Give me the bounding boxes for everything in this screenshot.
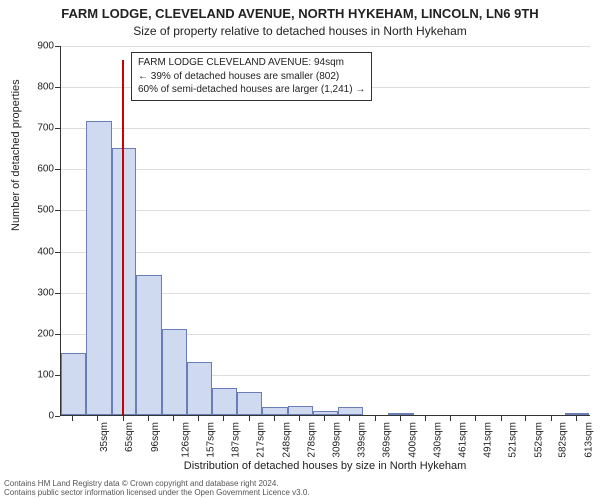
gridline — [61, 46, 590, 47]
plot-area: FARM LODGE CLEVELAND AVENUE: 94sqm ← 39%… — [60, 46, 590, 416]
gridline — [61, 169, 590, 170]
x-tick-label: 187sqm — [231, 422, 242, 458]
x-tick-mark — [198, 416, 199, 421]
x-tick-label: 157sqm — [206, 422, 217, 458]
histogram-bar — [187, 362, 212, 415]
x-tick-mark — [425, 416, 426, 421]
x-tick-mark — [576, 416, 577, 421]
y-tick-label: 600 — [37, 164, 54, 175]
x-tick-mark — [97, 416, 98, 421]
x-tick-label: 521sqm — [507, 422, 518, 458]
x-tick-mark — [525, 416, 526, 421]
x-tick-label: 217sqm — [256, 422, 267, 458]
chart-subtitle: Size of property relative to detached ho… — [0, 24, 600, 38]
x-tick-mark — [324, 416, 325, 421]
gridline — [61, 252, 590, 253]
property-marker-line — [122, 60, 124, 415]
gridline — [61, 128, 590, 129]
histogram-bar — [86, 121, 112, 415]
x-tick-mark — [501, 416, 502, 421]
x-tick-label: 96sqm — [150, 422, 161, 452]
histogram-bar — [61, 353, 86, 415]
histogram-bar — [162, 329, 187, 415]
histogram-bar — [388, 413, 414, 415]
annotation-line-1: FARM LODGE CLEVELAND AVENUE: 94sqm — [138, 56, 365, 70]
histogram-bar — [136, 275, 162, 415]
x-tick-mark — [249, 416, 250, 421]
x-tick-mark — [299, 416, 300, 421]
y-tick-label: 100 — [37, 369, 54, 380]
histogram-bar — [212, 388, 238, 415]
x-tick-label: 339sqm — [357, 422, 368, 458]
x-tick-mark — [173, 416, 174, 421]
x-tick-label: 309sqm — [332, 422, 343, 458]
x-tick-label: 65sqm — [124, 422, 135, 452]
x-tick-mark — [475, 416, 476, 421]
x-tick-mark — [72, 416, 73, 421]
gridline — [61, 210, 590, 211]
y-axis: 0100200300400500600700800900 — [0, 46, 60, 416]
histogram-bar — [313, 411, 338, 415]
x-tick-mark — [349, 416, 350, 421]
chart-footer: Contains HM Land Registry data © Crown c… — [4, 479, 596, 498]
x-tick-label: 278sqm — [306, 422, 317, 458]
x-tick-label: 491sqm — [483, 422, 494, 458]
x-tick-label: 369sqm — [382, 422, 393, 458]
y-tick-label: 900 — [37, 41, 54, 52]
histogram-bar — [262, 407, 288, 415]
y-tick-label: 0 — [48, 411, 54, 422]
x-axis-label: Distribution of detached houses by size … — [60, 460, 590, 472]
annotation-box: FARM LODGE CLEVELAND AVENUE: 94sqm ← 39%… — [131, 52, 372, 101]
y-tick-label: 700 — [37, 123, 54, 134]
footer-line-1: Contains HM Land Registry data © Crown c… — [4, 479, 279, 488]
x-tick-label: 552sqm — [533, 422, 544, 458]
x-tick-label: 613sqm — [584, 422, 595, 458]
annotation-line-2: ← 39% of detached houses are smaller (80… — [138, 70, 365, 84]
y-tick-label: 500 — [37, 205, 54, 216]
x-tick-label: 126sqm — [180, 422, 191, 458]
y-tick-label: 300 — [37, 287, 54, 298]
y-tick-label: 800 — [37, 82, 54, 93]
x-tick-mark — [148, 416, 149, 421]
chart-title: FARM LODGE, CLEVELAND AVENUE, NORTH HYKE… — [0, 6, 600, 21]
histogram-bar — [338, 407, 364, 415]
x-tick-mark — [450, 416, 451, 421]
footer-line-2: Contains public sector information licen… — [4, 488, 310, 497]
x-tick-label: 582sqm — [558, 422, 569, 458]
x-tick-mark — [551, 416, 552, 421]
annotation-line-3: 60% of semi-detached houses are larger (… — [138, 83, 365, 97]
chart-container: FARM LODGE, CLEVELAND AVENUE, NORTH HYKE… — [0, 0, 600, 500]
x-tick-mark — [223, 416, 224, 421]
histogram-bar — [237, 392, 262, 415]
x-tick-mark — [375, 416, 376, 421]
x-tick-mark — [123, 416, 124, 421]
x-tick-mark — [274, 416, 275, 421]
x-tick-label: 461sqm — [458, 422, 469, 458]
histogram-bar — [565, 413, 590, 415]
y-tick-label: 400 — [37, 246, 54, 257]
x-tick-label: 35sqm — [99, 422, 110, 452]
x-tick-label: 400sqm — [407, 422, 418, 458]
x-tick-label: 430sqm — [432, 422, 443, 458]
x-tick-label: 248sqm — [281, 422, 292, 458]
x-tick-mark — [400, 416, 401, 421]
histogram-bar — [288, 406, 313, 415]
y-tick-label: 200 — [37, 328, 54, 339]
